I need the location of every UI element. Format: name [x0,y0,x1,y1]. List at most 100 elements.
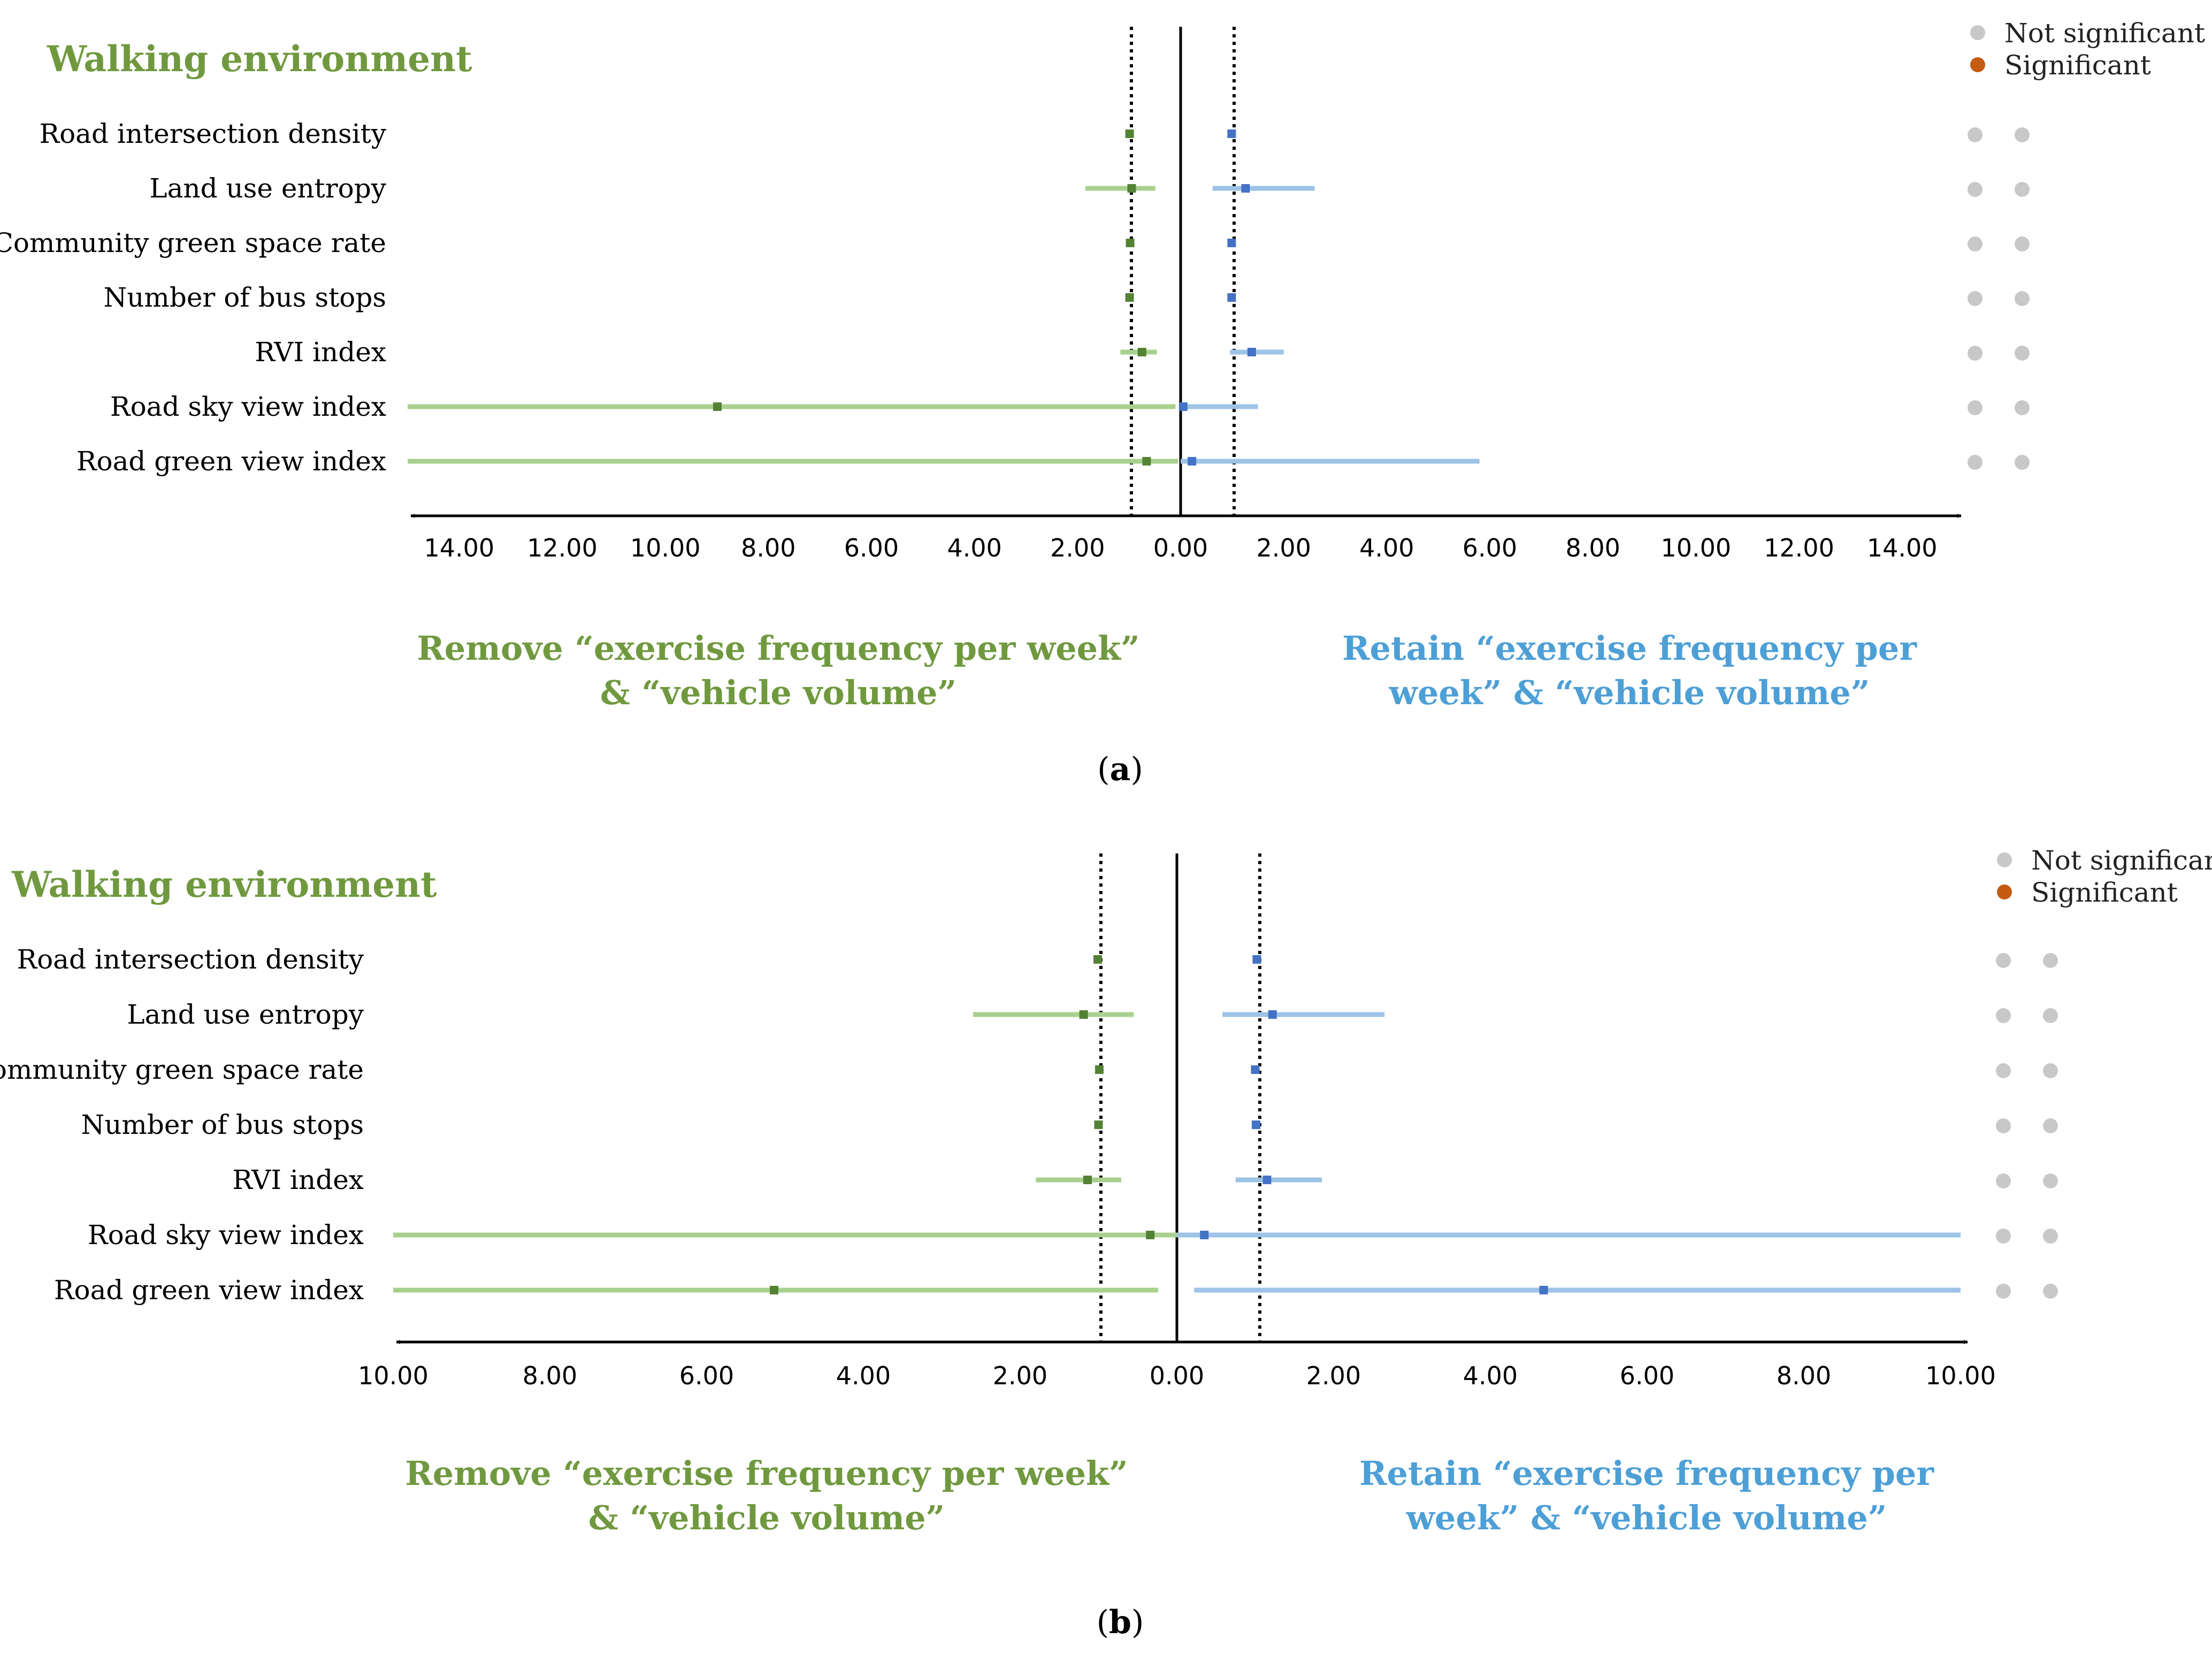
x-tick-label: 2.00 [1050,533,1105,562]
x-tick-label: 8.00 [523,1361,577,1390]
x-tick-label: 0.00 [1153,533,1208,562]
estimate-marker-left [1127,184,1136,193]
estimate-marker-right [1251,1065,1260,1074]
estimate-marker-left [769,1286,778,1294]
estimate-marker-right [1252,955,1261,964]
x-tick-label: 6.00 [1620,1361,1674,1390]
significance-dot-right [2043,1173,2058,1188]
panel-label-part: ( [1097,751,1109,788]
estimate-marker-left [1146,1231,1155,1239]
significance-dot-right [2043,1063,2058,1078]
right-series-label-line2: week” & “vehicle volume” [1406,1498,1887,1537]
estimate-marker-right [1241,184,1250,193]
panel-label-part: ( [1097,1604,1109,1641]
x-tick-label: 4.00 [947,533,1001,562]
row-label: Community green space rate [0,1054,364,1085]
x-tick-label: 12.00 [527,533,598,562]
row-label: Road green view index [54,1275,364,1306]
x-tick-label: 10.00 [1925,1361,1996,1390]
significance-dot-right [2043,1118,2058,1133]
estimate-marker-left [1079,1010,1088,1019]
significance-dot-right [2015,182,2030,197]
legend-significant-label: Significant [2004,50,2151,81]
legend-not-significant-label: Not significant [2004,18,2205,49]
x-tick-label: 0.00 [1150,1361,1204,1390]
estimate-marker-right [1227,293,1236,302]
legend-not-significant-marker [1997,852,2012,867]
estimate-marker-left [1094,1065,1104,1074]
x-tick-label: 10.00 [358,1361,428,1390]
x-tick-label: 10.00 [1660,533,1731,562]
right-series-label-line1: Retain “exercise frequency per [1359,1454,1934,1493]
x-tick-label: 8.00 [1777,1361,1831,1390]
x-tick-label: 6.00 [1463,533,1517,562]
significance-dot-right [2015,400,2030,415]
significance-dot-right [2043,953,2058,968]
legend-significant-marker [1997,885,2012,899]
estimate-marker-right [1262,1176,1272,1184]
x-tick-label: 4.00 [1359,533,1414,562]
significance-dot-left [1968,455,1983,470]
significance-dot-right [2015,127,2030,142]
significance-dot-right [2015,237,2030,251]
x-tick-label: 6.00 [844,533,899,562]
significance-dot-left [1996,953,2011,968]
x-tick-label: 14.00 [424,533,494,562]
significance-dot-left [1968,237,1983,251]
estimate-marker-right [1188,457,1197,466]
significance-dot-left [1996,1008,2011,1023]
estimate-marker-left [1126,239,1135,247]
significance-dot-left [1996,1284,2011,1299]
x-tick-label: 6.00 [679,1361,734,1390]
x-tick-label: 4.00 [836,1361,891,1390]
panel-label-part: b [1109,1604,1131,1641]
row-label: Road green view index [76,446,386,477]
significance-dot-left [1968,346,1983,361]
legend-not-significant-label: Not significant [2031,845,2212,876]
row-label: Road intersection density [39,118,386,149]
chart-title: Walking environment [11,864,437,905]
estimate-marker-right [1268,1010,1277,1019]
estimate-marker-right [1247,348,1256,356]
panel-label: (b) [1097,1604,1144,1641]
estimate-marker-left [1125,129,1134,138]
row-label: Community green space rate [0,227,386,258]
legend-significant-label: Significant [2031,877,2178,908]
estimate-marker-right [1251,1120,1260,1129]
estimate-marker-right [1227,239,1236,247]
left-series-label-line2: & “vehicle volume” [600,673,956,712]
left-series-label-line2: & “vehicle volume” [588,1498,945,1537]
x-tick-label: 2.00 [993,1361,1047,1390]
estimate-marker-left [713,402,722,411]
x-tick-label: 14.00 [1867,533,1938,562]
row-label: Road sky view index [110,391,386,422]
significance-dot-left [1996,1063,2011,1078]
estimate-marker-right [1227,129,1236,138]
row-label: RVI index [232,1164,364,1195]
estimate-marker-left [1083,1176,1092,1184]
estimate-marker-left [1125,293,1134,302]
panel-label-part: ) [1131,1604,1144,1641]
x-tick-label: 2.00 [1306,1361,1361,1390]
estimate-marker-right [1539,1286,1548,1294]
significance-dot-right [2043,1008,2058,1023]
significance-dot-left [1968,291,1983,306]
estimate-marker-right [1178,402,1188,411]
panel-label: (a) [1097,751,1143,788]
x-tick-label: 8.00 [741,533,795,562]
significance-dot-left [1968,127,1983,142]
significance-dot-right [2015,455,2030,470]
x-tick-label: 8.00 [1565,533,1620,562]
row-label: Land use entropy [149,173,386,204]
right-series-label-line2: week” & “vehicle volume” [1389,673,1870,712]
significance-dot-left [1996,1173,2011,1188]
panel-label-part: ) [1130,751,1143,788]
row-label: Road intersection density [17,944,364,975]
legend-significant-marker [1970,57,1985,72]
significance-dot-left [1968,400,1983,415]
chart-title: Walking environment [47,38,472,80]
estimate-marker-left [1137,348,1146,356]
row-label: Number of bus stops [103,282,386,313]
